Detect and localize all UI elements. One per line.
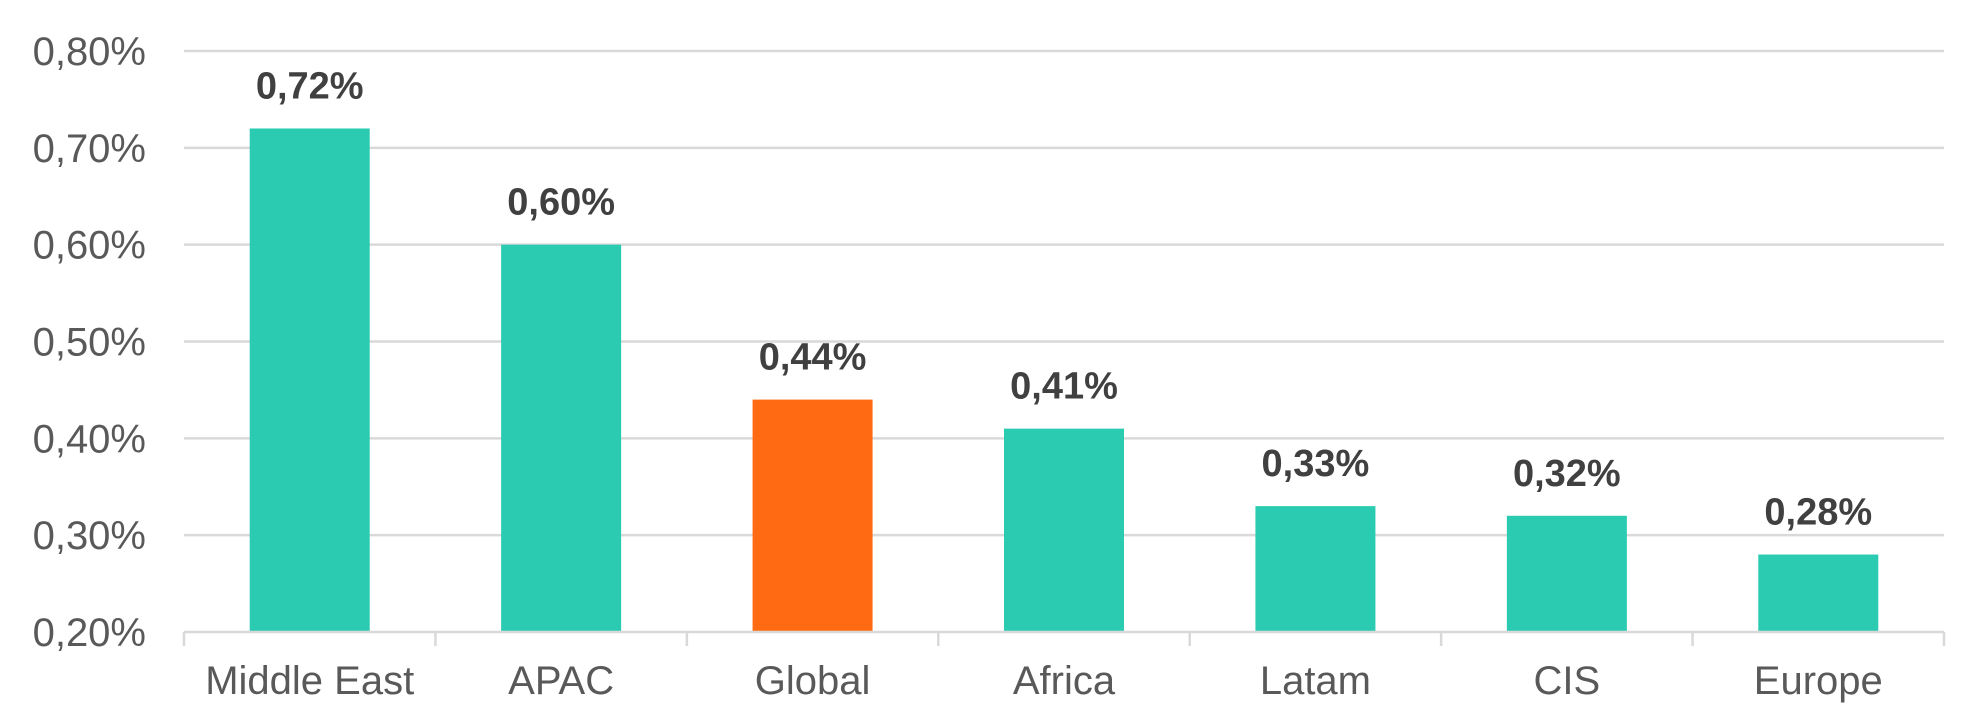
data-labels: 0,72% 0,60% 0,44% 0,41% 0,33% 0,32% 0,28% (256, 65, 1872, 533)
bar (1758, 554, 1879, 632)
category-label: APAC (508, 659, 614, 703)
category-label: Europe (1754, 659, 1883, 703)
bar (1004, 428, 1124, 632)
category-label: CIS (1534, 659, 1601, 703)
y-tick-label: 0,30% (33, 514, 146, 558)
gridlines (184, 49, 1944, 537)
category-label: Latam (1260, 659, 1371, 703)
category-label: Africa (1013, 659, 1116, 703)
data-label: 0,60% (507, 182, 615, 224)
category-labels: Middle East APAC Global Africa Latam CIS Europ… (205, 659, 1883, 703)
data-label: 0,28% (1764, 492, 1872, 534)
y-tick-label: 0,80% (33, 30, 146, 74)
data-label: 0,41% (1010, 366, 1118, 408)
category-label: Middle East (205, 659, 414, 703)
y-tick-label: 0,70% (33, 127, 146, 171)
data-label: 0,72% (256, 65, 364, 107)
bars (249, 128, 1879, 632)
x-axis (182, 630, 1946, 646)
bar (501, 244, 622, 632)
bar (1255, 506, 1376, 632)
bar (1506, 515, 1627, 632)
y-tick-label: 0,50% (33, 321, 146, 365)
bar (249, 128, 370, 632)
y-tick-label: 0,60% (33, 224, 146, 268)
data-label: 0,32% (1513, 453, 1621, 495)
data-label: 0,44% (759, 337, 867, 379)
y-tick-label: 0,20% (33, 611, 146, 655)
category-label: Global (755, 659, 871, 703)
y-axis-ticks: 0,20% 0,30% 0,40% 0,50% 0,60% 0,70% 0,80% (33, 30, 146, 655)
bar (752, 399, 873, 632)
y-tick-label: 0,40% (33, 417, 146, 461)
data-label: 0,33% (1262, 443, 1370, 485)
